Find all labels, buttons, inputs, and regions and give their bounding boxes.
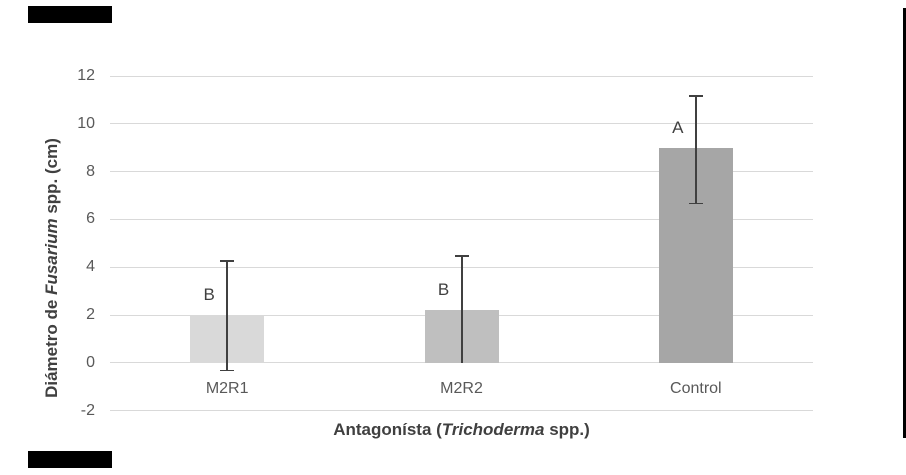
significance-label-m2r2: B <box>437 280 450 300</box>
species-name-italic: Fusarium <box>42 218 61 295</box>
axis-title-text: spp. (cm) <box>42 138 61 219</box>
gridline-y-6 <box>110 218 813 220</box>
y-tick-label: 8 <box>86 162 95 180</box>
category-label-control: Control <box>670 380 722 397</box>
y-tick-label: 10 <box>77 114 95 132</box>
axis-title-text: Diámetro de <box>42 294 61 398</box>
gridline-y--2 <box>110 410 813 412</box>
y-tick-label: 12 <box>77 67 95 84</box>
error-bar-control <box>694 95 697 203</box>
gridline-y-0 <box>110 362 813 364</box>
axis-title-text: spp.) <box>544 420 590 439</box>
y-axis-title: Diámetro de Fusarium spp. (cm) <box>42 138 62 398</box>
significance-label-m2r1: B <box>203 285 215 304</box>
species-name-italic: Trichoderma <box>441 420 545 439</box>
y-tick-label: 0 <box>86 353 95 371</box>
error-bar-cap-top <box>688 95 703 97</box>
y-tick-label: -2 <box>80 401 95 419</box>
error-bar-cap-top <box>220 260 235 262</box>
gridline-y-12 <box>110 75 813 77</box>
gridline-y-10 <box>110 123 813 125</box>
y-tick-label: 4 <box>86 258 95 276</box>
error-bar-m2r2 <box>460 255 463 363</box>
black-mark-right-edge <box>903 8 906 438</box>
error-bar-cap-bottom <box>688 202 703 205</box>
error-bar-cap-top <box>454 255 469 257</box>
x-axis-title: Antagonísta (Trichoderma spp.) <box>110 420 813 440</box>
black-mark-bottom-left <box>28 451 112 468</box>
axis-title-text: Antagonísta ( <box>333 420 442 439</box>
category-label-m2r1: M2R1 <box>205 380 249 397</box>
error-bar-m2r1 <box>226 260 229 370</box>
black-mark-top-left <box>28 6 112 23</box>
y-tick-label: 6 <box>86 210 95 228</box>
y-tick-label: 2 <box>86 306 95 323</box>
category-label-m2r2: M2R2 <box>440 380 483 397</box>
gridline-y-8 <box>110 171 813 173</box>
error-bar-cap-bottom <box>220 369 235 372</box>
significance-label-control: A <box>672 117 684 137</box>
